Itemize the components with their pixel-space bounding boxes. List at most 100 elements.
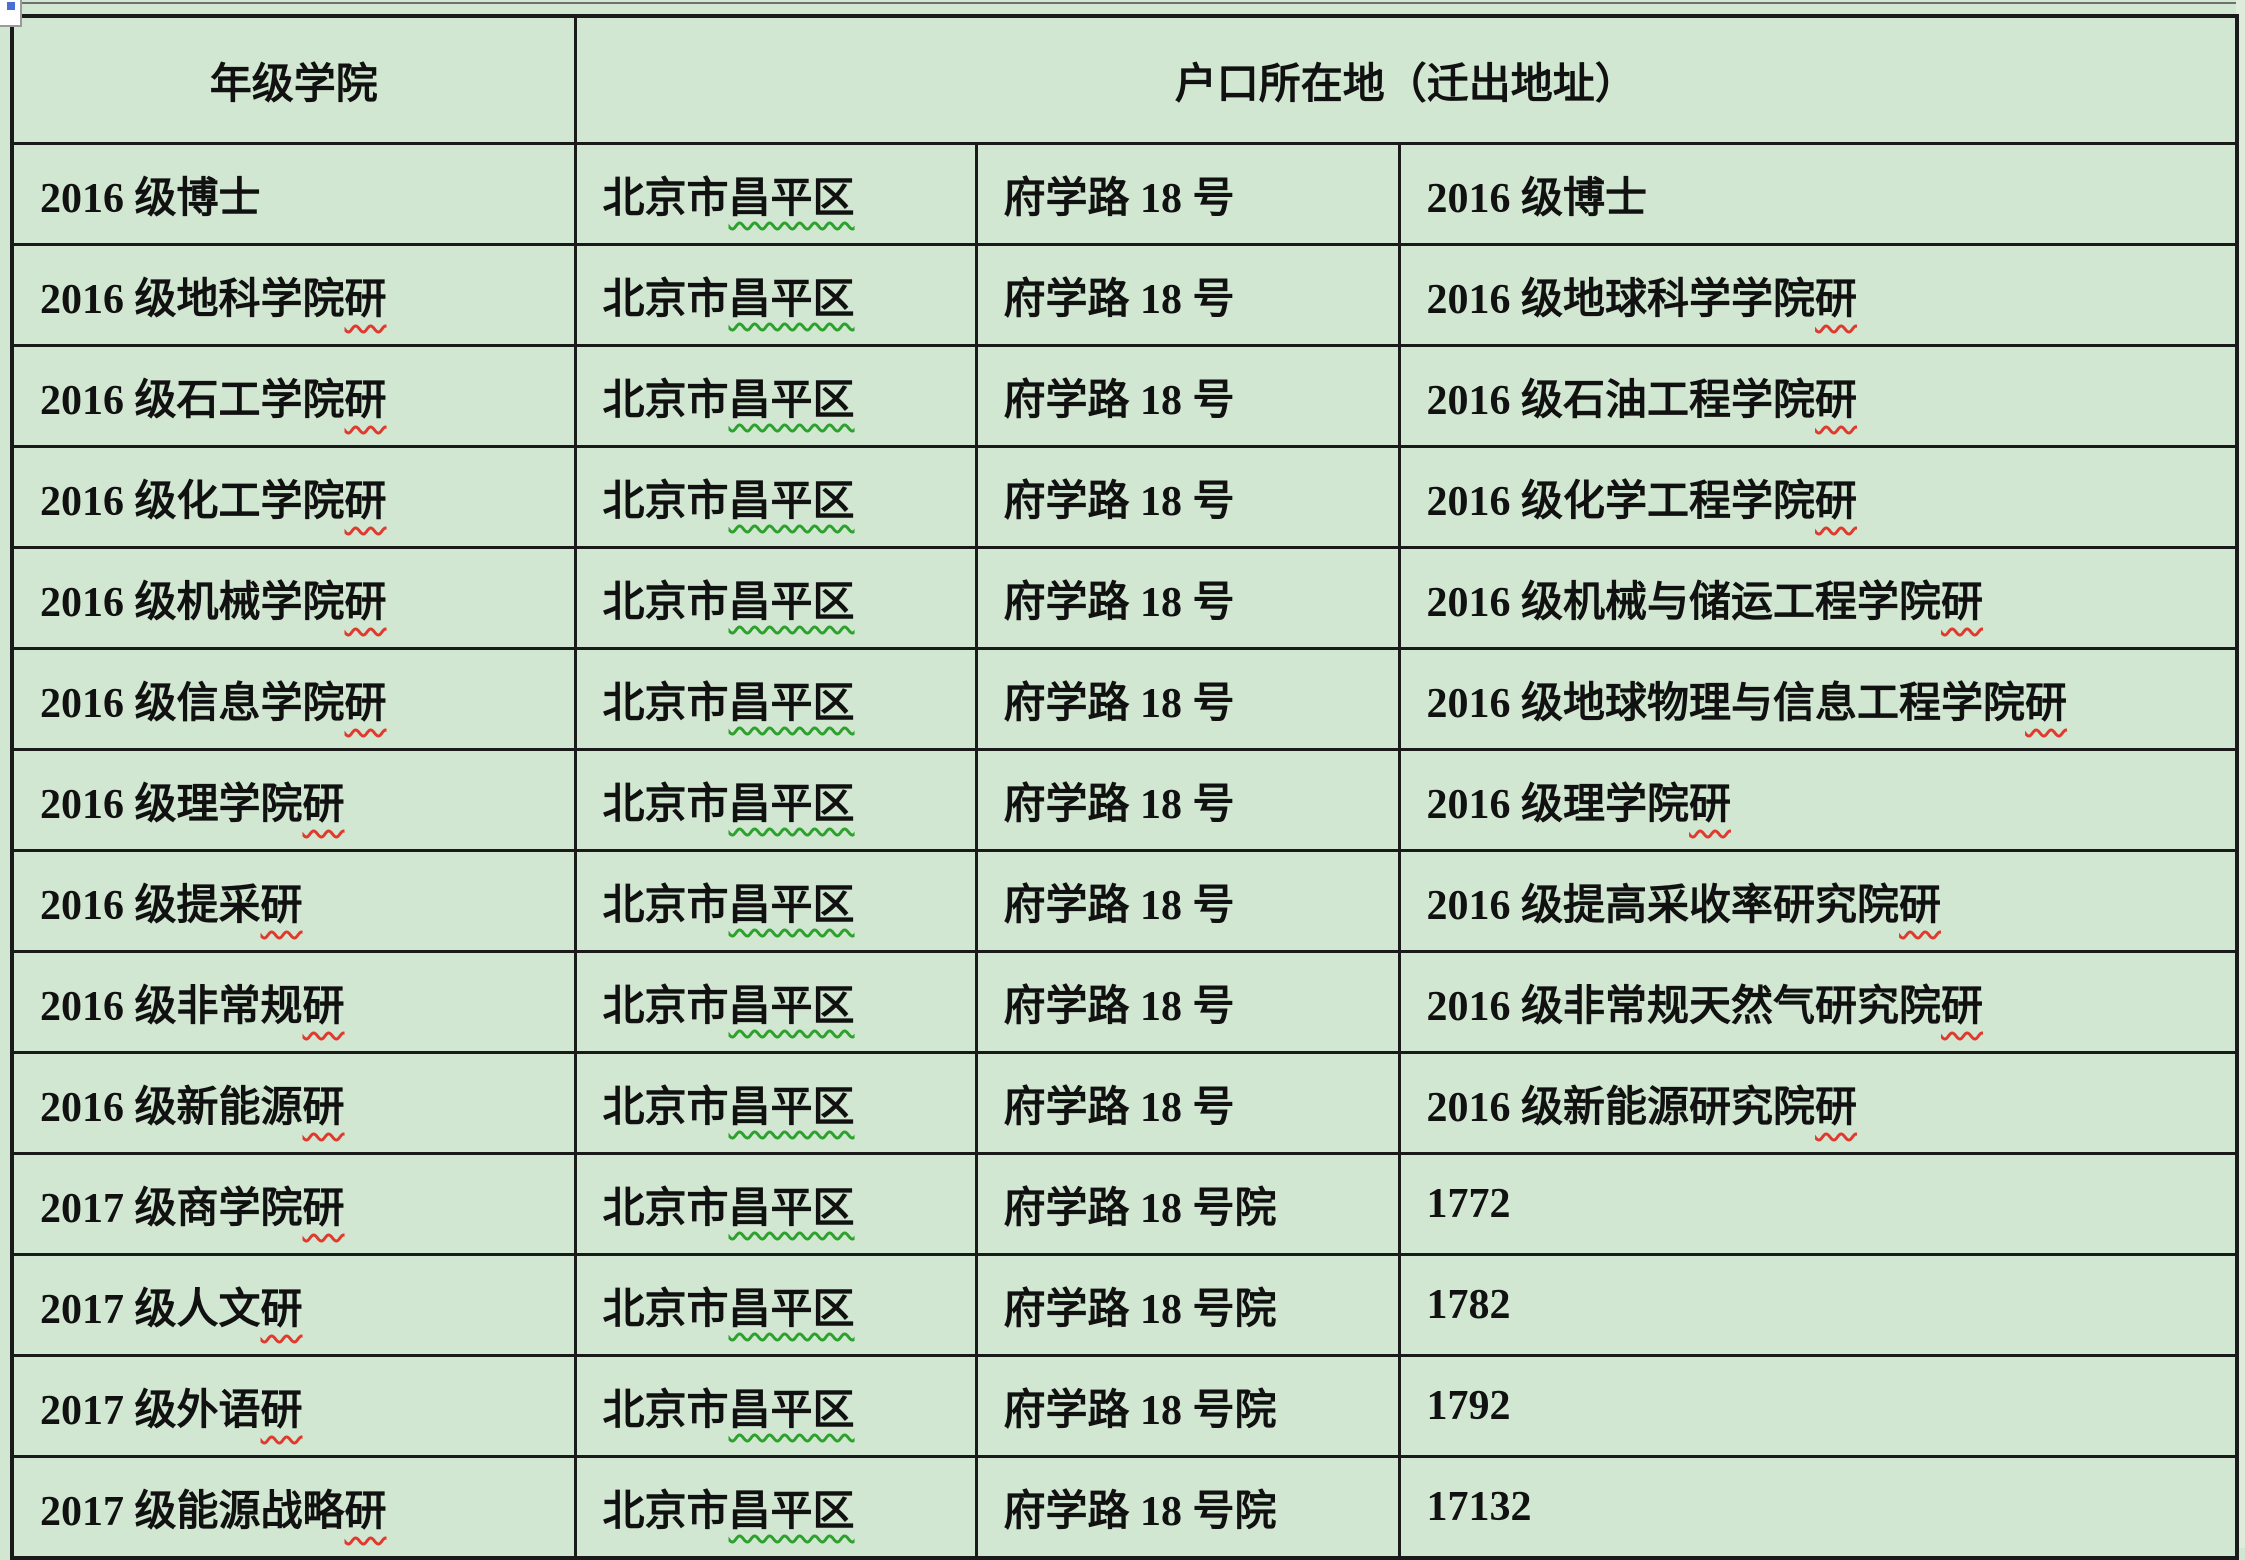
table-row: 2016 级博士 北京市昌平区 府学路 18 号 2016 级博士 [10,142,2239,246]
cell-text: 府学路 18 号院 [1003,1185,1277,1232]
cell-unit[interactable]: 1782 [1397,1253,2239,1357]
cell-text: 府学路 18 号 [1003,276,1235,323]
cell-city-district[interactable]: 北京市昌平区 [573,243,978,347]
cell-city-district[interactable]: 北京市昌平区 [573,1152,978,1256]
cell-street[interactable]: 府学路 18 号 [974,546,1401,650]
cell-grade-college[interactable]: 2016 级非常规研 [10,950,577,1054]
table-row: 2017 级能源战略研 北京市昌平区 府学路 18 号院 17132 [10,1455,2239,1560]
cell-city-district[interactable]: 北京市昌平区 [573,1253,978,1357]
cell-city-district[interactable]: 北京市昌平区 [573,546,978,650]
cell-grade-college[interactable]: 2017 级外语研 [10,1354,577,1458]
cell-grade-college[interactable]: 2016 级信息学院研 [10,647,577,751]
cell-text: 2016 级石油工程学院 [1426,377,1816,424]
cell-street[interactable]: 府学路 18 号院 [974,1354,1401,1458]
cell-text: 2016 级提采 [40,882,261,929]
cell-unit[interactable]: 2016 级博士 [1397,142,2239,246]
cell-text: 北京市 [602,882,729,929]
cell-text: 2016 级地科学院 [40,276,345,323]
cell-grade-college[interactable]: 2016 级新能源研 [10,1051,577,1155]
cell-street[interactable]: 府学路 18 号院 [974,1253,1401,1357]
cell-city-district[interactable]: 北京市昌平区 [573,1455,978,1560]
cell-unit[interactable]: 2016 级地球科学学院研 [1397,243,2239,347]
misspelled-text: 研 [302,1084,345,1131]
cell-unit[interactable]: 1792 [1397,1354,2239,1458]
cell-unit[interactable]: 2016 级石油工程学院研 [1397,344,2239,448]
cell-unit[interactable]: 2016 级新能源研究院研 [1397,1051,2239,1155]
cell-grade-college[interactable]: 2017 级人文研 [10,1253,577,1357]
table-row: 2016 级地科学院研 北京市昌平区 府学路 18 号 2016 级地球科学学院研 [10,243,2239,347]
cell-city-district[interactable]: 北京市昌平区 [573,142,978,246]
cell-grade-college[interactable]: 2016 级化工学院研 [10,445,577,549]
misspelled-text: 研 [344,478,387,525]
cell-street[interactable]: 府学路 18 号院 [974,1152,1401,1256]
cell-grade-college[interactable]: 2016 级地科学院研 [10,243,577,347]
misspelled-text: 研 [302,983,345,1030]
cell-grade-college[interactable]: 2016 级博士 [10,142,577,246]
viewport-top-rule [0,2,2245,4]
cell-text: 府学路 18 号 [1003,983,1235,1030]
cell-city-district[interactable]: 北京市昌平区 [573,647,978,751]
misspelled-text: 研 [2025,680,2068,727]
cell-street[interactable]: 府学路 18 号 [974,243,1401,347]
cell-street[interactable]: 府学路 18 号 [974,1051,1401,1155]
cell-unit[interactable]: 17132 [1397,1455,2239,1560]
cell-city-district[interactable]: 北京市昌平区 [573,445,978,549]
cell-street[interactable]: 府学路 18 号 [974,748,1401,852]
cell-grade-college[interactable]: 2016 级石工学院研 [10,344,577,448]
cell-unit[interactable]: 2016 级化学工程学院研 [1397,445,2239,549]
cell-text: 府学路 18 号 [1003,579,1235,626]
cell-text: 府学路 18 号 [1003,1084,1235,1131]
cell-text: 北京市 [602,983,729,1030]
cell-city-district[interactable]: 北京市昌平区 [573,950,978,1054]
cell-text: 1782 [1426,1282,1511,1328]
cell-street[interactable]: 府学路 18 号 [974,344,1401,448]
cell-text: 1772 [1426,1181,1511,1227]
misspelled-text: 昌平区 [728,1185,855,1232]
header-row: 年级学院 户口所在地（迁出地址） [10,14,2239,145]
cell-text: 2017 级商学院 [40,1185,303,1232]
cell-text: 2016 级地球科学学院 [1426,276,1816,323]
cell-unit[interactable]: 2016 级非常规天然气研究院研 [1397,950,2239,1054]
misspelled-text: 昌平区 [728,781,855,828]
cell-grade-college[interactable]: 2016 级机械学院研 [10,546,577,650]
misspelled-text: 昌平区 [728,1387,855,1434]
cell-unit[interactable]: 2016 级理学院研 [1397,748,2239,852]
cell-unit[interactable]: 2016 级机械与储运工程学院研 [1397,546,2239,650]
cell-street[interactable]: 府学路 18 号 [974,142,1401,246]
cell-city-district[interactable]: 北京市昌平区 [573,849,978,953]
cell-grade-college[interactable]: 2016 级理学院研 [10,748,577,852]
cell-street[interactable]: 府学路 18 号院 [974,1455,1401,1560]
misspelled-text: 研 [344,680,387,727]
table-row: 2016 级理学院研 北京市昌平区 府学路 18 号 2016 级理学院研 [10,748,2239,852]
cell-unit[interactable]: 2016 级提高采收率研究院研 [1397,849,2239,953]
cell-text: 2016 级理学院 [1426,781,1690,828]
cell-grade-college[interactable]: 2017 级能源战略研 [10,1455,577,1560]
cell-text: 1792 [1426,1383,1511,1429]
cell-city-district[interactable]: 北京市昌平区 [573,1051,978,1155]
cell-text: 17132 [1426,1484,1532,1530]
cell-city-district[interactable]: 北京市昌平区 [573,1354,978,1458]
cell-text: 2016 级机械学院 [40,579,345,626]
cell-text: 2016 级非常规 [40,983,303,1030]
cell-text: 府学路 18 号 [1003,175,1235,222]
header-residence[interactable]: 户口所在地（迁出地址） [573,14,2239,145]
cell-unit[interactable]: 2016 级地球物理与信息工程学院研 [1397,647,2239,751]
cell-text: 2016 级新能源研究院 [1426,1084,1816,1131]
cell-grade-college[interactable]: 2017 级商学院研 [10,1152,577,1256]
misspelled-text: 昌平区 [728,1488,855,1535]
misspelled-text: 研 [260,1387,303,1434]
cell-city-district[interactable]: 北京市昌平区 [573,748,978,852]
header-grade-college[interactable]: 年级学院 [10,14,577,145]
cell-street[interactable]: 府学路 18 号 [974,445,1401,549]
misspelled-text: 昌平区 [728,377,855,424]
cell-unit[interactable]: 1772 [1397,1152,2239,1256]
misspelled-text: 研 [1815,1084,1858,1131]
cell-grade-college[interactable]: 2016 级提采研 [10,849,577,953]
cell-text: 2016 级非常规天然气研究院 [1426,983,1942,1030]
cell-street[interactable]: 府学路 18 号 [974,647,1401,751]
cell-city-district[interactable]: 北京市昌平区 [573,344,978,448]
cell-street[interactable]: 府学路 18 号 [974,849,1401,953]
cell-street[interactable]: 府学路 18 号 [974,950,1401,1054]
cell-text: 北京市 [602,579,729,626]
